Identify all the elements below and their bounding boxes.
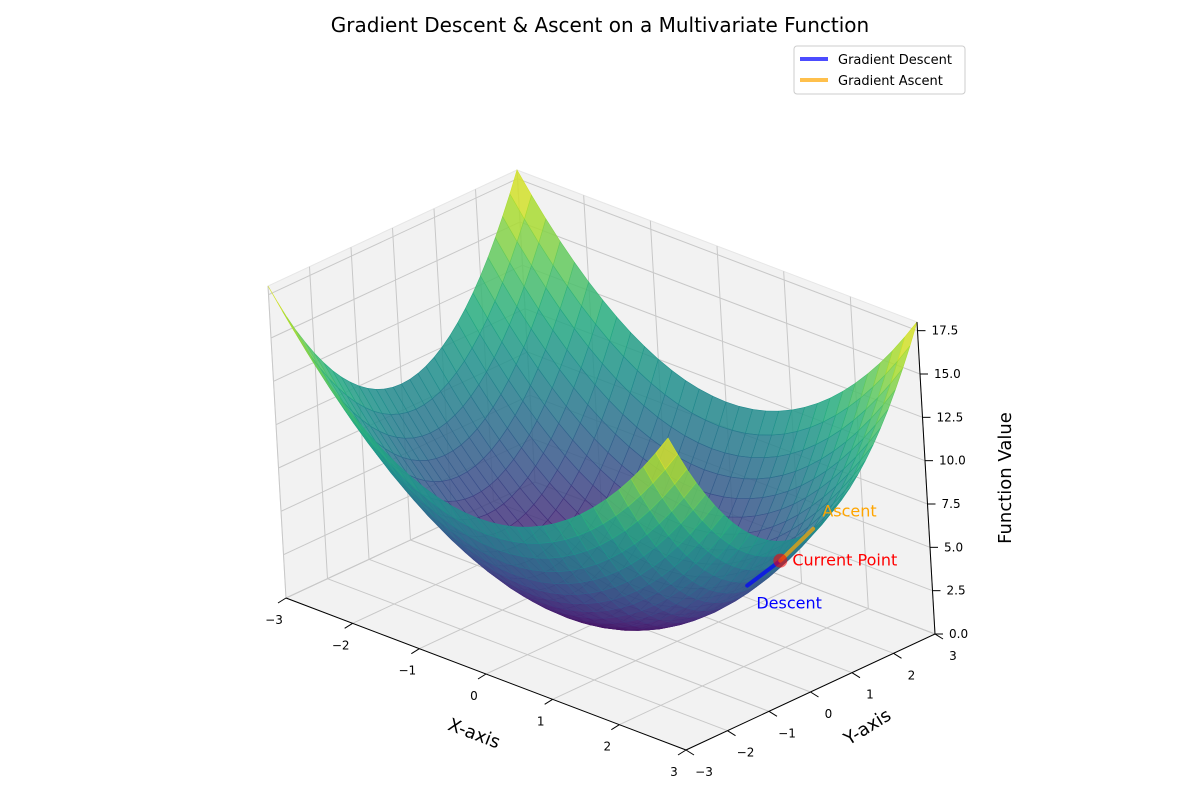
annotations: Current Point Descent Ascent: [756, 502, 897, 613]
x-tick-mark: [477, 673, 487, 680]
surface-patch: [655, 437, 678, 470]
y-tick-mark: [934, 633, 944, 640]
x-tick-mark: [277, 597, 287, 604]
y-tick-label: −1: [778, 726, 796, 740]
x-tick-label: −3: [265, 613, 283, 627]
gradient-ascent-line: [778, 526, 816, 563]
y-tick-label: 2: [908, 668, 916, 682]
annotation-descent: Descent: [756, 594, 822, 613]
y-tick-mark: [810, 691, 819, 698]
z-tick-label: 10.0: [939, 454, 966, 468]
z-tick-label: 5.0: [944, 540, 963, 554]
gradient-paths: [745, 526, 816, 588]
z-tick-label: 12.5: [937, 410, 964, 424]
y-tick-mark: [851, 672, 861, 679]
x-axis-label: X-axis: [445, 714, 503, 753]
x-tick-label: 2: [604, 740, 612, 754]
legend-label-descent: Gradient Descent: [838, 53, 952, 68]
y-tick-mark: [893, 652, 902, 659]
grid-line-z-left: [270, 221, 521, 339]
y-tick-label: 3: [949, 649, 957, 663]
z-tick-label: 0.0: [949, 627, 968, 641]
grid-line-y-floor: [327, 578, 728, 732]
x-tick-mark: [544, 698, 553, 705]
grid-line-z-left: [268, 178, 518, 296]
y-tick-mark: [727, 730, 736, 737]
x-tick-mark: [677, 749, 687, 756]
legend-label-ascent: Gradient Ascent: [838, 74, 943, 89]
chart-title: Gradient Descent & Ascent on a Multivari…: [331, 13, 869, 37]
legend-box: [793, 45, 966, 95]
z-tick-label: 17.5: [932, 324, 959, 338]
x-tick-mark: [344, 622, 353, 629]
x-tick-label: 0: [470, 689, 478, 703]
grid-line-y-floor: [368, 558, 770, 712]
x-tick-label: 1: [537, 714, 545, 728]
y-tick-mark: [768, 710, 778, 717]
x-tick-mark: [611, 724, 620, 731]
grid-line-z-back: [517, 178, 918, 332]
y-tick-label: −2: [737, 746, 755, 760]
z-tick-label: 15.0: [934, 367, 961, 381]
y-tick-label: −3: [695, 765, 713, 779]
tick-labels: −3 −2 −1 0 1 2 3 −3 −2 −1 0 1 2 3 0.0 2.5 5.0 7.5 10.0 12.5…: [265, 324, 968, 779]
x-tick-mark: [411, 648, 420, 655]
y-tick-label: 0: [825, 707, 833, 721]
z-tick-label: 7.5: [942, 497, 961, 511]
x-tick-label: −2: [332, 638, 350, 652]
y-axis-label: Y-axis: [839, 705, 895, 751]
x-tick-label: 3: [670, 765, 678, 779]
y-tick-mark: [685, 749, 695, 756]
y-tick-label: 1: [866, 688, 874, 702]
annotation-ascent: Ascent: [822, 502, 876, 521]
surface-plot: [267, 169, 918, 631]
z-axis-label: Function Value: [995, 412, 1016, 544]
legend: Gradient Descent Gradient Ascent: [793, 45, 966, 95]
grid-line-z-back: [519, 221, 921, 375]
x-tick-label: −1: [398, 664, 416, 678]
current-point-marker: [773, 553, 788, 568]
annotation-current-point: Current Point: [792, 551, 897, 570]
z-tick-label: 2.5: [947, 584, 966, 598]
